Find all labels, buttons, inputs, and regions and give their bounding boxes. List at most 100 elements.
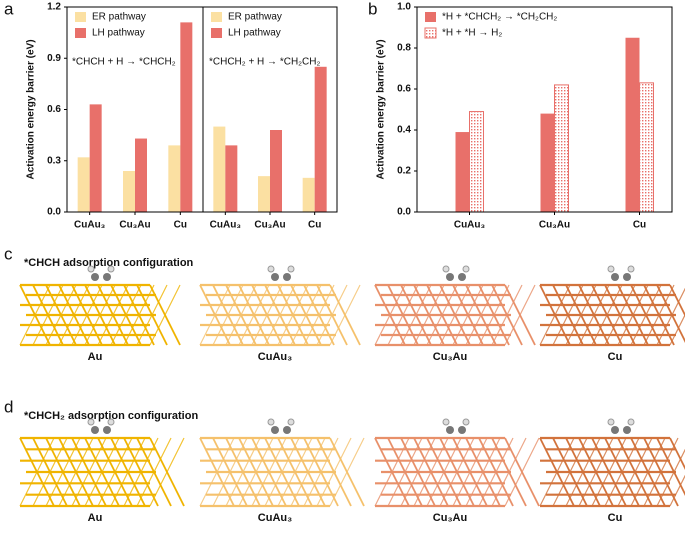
lattice-line bbox=[19, 437, 55, 507]
slab bbox=[374, 418, 540, 508]
x-tick-label: Cu bbox=[174, 220, 187, 231]
atom bbox=[107, 265, 115, 273]
lattice-line bbox=[110, 437, 146, 507]
legend-swatch bbox=[211, 28, 222, 38]
bar bbox=[180, 22, 193, 212]
lattice-line bbox=[478, 284, 510, 346]
lattice-line bbox=[452, 437, 488, 507]
bar bbox=[455, 132, 470, 212]
lattice-line bbox=[303, 284, 335, 346]
lattice-line bbox=[478, 437, 514, 507]
legend-swatch bbox=[425, 12, 436, 22]
lattice-line bbox=[199, 437, 235, 507]
lattice-line bbox=[539, 284, 571, 346]
bar bbox=[314, 66, 327, 213]
plot-frame bbox=[416, 6, 673, 213]
legend-swatch bbox=[75, 12, 86, 22]
slab bbox=[539, 265, 685, 347]
lattice-line bbox=[32, 284, 64, 346]
structure-label: Cu₃Au bbox=[433, 351, 467, 363]
lattice-line bbox=[504, 284, 536, 346]
lattice-line bbox=[58, 437, 94, 507]
atom bbox=[462, 418, 470, 426]
atom bbox=[103, 273, 111, 281]
atom bbox=[287, 418, 295, 426]
legend-swatch bbox=[75, 28, 86, 38]
lattice-line bbox=[643, 284, 675, 346]
atom bbox=[607, 265, 615, 273]
lattice-line bbox=[491, 437, 527, 507]
bar bbox=[639, 82, 654, 213]
lattice-line bbox=[212, 284, 244, 346]
y-tick-label: 0.6 bbox=[47, 104, 61, 115]
legend-label: ER pathway bbox=[92, 12, 146, 23]
lattice-line bbox=[400, 284, 432, 346]
lattice-line bbox=[604, 284, 636, 346]
lattice-line bbox=[630, 437, 666, 507]
lattice-line bbox=[439, 437, 475, 507]
y-tick-label: 0.2 bbox=[397, 166, 411, 177]
lattice-line bbox=[374, 437, 410, 507]
atom bbox=[87, 265, 95, 273]
lattice-line bbox=[123, 284, 155, 346]
x-tick-label: Cu bbox=[633, 220, 646, 231]
lattice-line bbox=[277, 437, 313, 507]
atom bbox=[283, 426, 291, 434]
x-tick-label: Cu₃Au bbox=[119, 220, 150, 231]
lattice-line bbox=[71, 437, 107, 507]
lattice-line bbox=[84, 284, 116, 346]
lattice-line bbox=[316, 437, 352, 507]
structure-label: Au bbox=[88, 512, 103, 524]
lattice-line bbox=[491, 284, 523, 346]
atom bbox=[623, 273, 631, 281]
bar bbox=[258, 176, 270, 212]
atom bbox=[627, 418, 635, 426]
panel-letter: d bbox=[4, 397, 13, 416]
lattice-line bbox=[329, 284, 361, 346]
atom bbox=[287, 265, 295, 273]
bar bbox=[554, 84, 569, 213]
x-tick-label: Cu₃Au bbox=[539, 220, 570, 231]
lattice-line bbox=[45, 437, 81, 507]
lattice-line bbox=[591, 284, 623, 346]
lattice-line bbox=[329, 437, 365, 507]
atom bbox=[623, 426, 631, 434]
plot-frame bbox=[66, 6, 338, 213]
structure-label: Cu bbox=[608, 351, 623, 363]
lattice-line bbox=[19, 284, 51, 346]
bar bbox=[540, 113, 555, 212]
lattice-line bbox=[84, 437, 120, 507]
slab bbox=[199, 265, 361, 347]
atom bbox=[607, 418, 615, 426]
lattice-line bbox=[400, 437, 436, 507]
lattice-line bbox=[199, 284, 231, 346]
structure-label: CuAu₃ bbox=[258, 512, 292, 524]
bar bbox=[168, 145, 181, 212]
lattice-line bbox=[630, 284, 662, 346]
atom bbox=[91, 273, 99, 281]
lattice-line bbox=[303, 437, 339, 507]
legend-label: ER pathway bbox=[228, 12, 282, 23]
lattice-line bbox=[251, 284, 283, 346]
lattice-line bbox=[316, 284, 348, 346]
lattice-line bbox=[591, 437, 627, 507]
lattice-line bbox=[426, 284, 458, 346]
lattice-line bbox=[617, 437, 653, 507]
lattice-line bbox=[225, 284, 257, 346]
lattice-line bbox=[669, 284, 685, 318]
lattice-line bbox=[374, 284, 406, 346]
bar bbox=[213, 126, 226, 212]
lattice-line bbox=[426, 437, 462, 507]
lattice-line bbox=[504, 437, 540, 507]
lattice-line bbox=[656, 448, 685, 507]
lattice-line bbox=[656, 287, 685, 346]
slab bbox=[19, 418, 185, 508]
bar bbox=[302, 177, 315, 212]
annotation: *CHCH₂ + H → *CH₂CH₂ bbox=[209, 57, 320, 68]
lattice-line bbox=[264, 437, 300, 507]
lattice-line bbox=[465, 284, 497, 346]
lattice-line bbox=[97, 437, 133, 507]
lattice-line bbox=[123, 437, 159, 507]
panel-letter: b bbox=[368, 0, 377, 18]
bar bbox=[270, 130, 282, 212]
